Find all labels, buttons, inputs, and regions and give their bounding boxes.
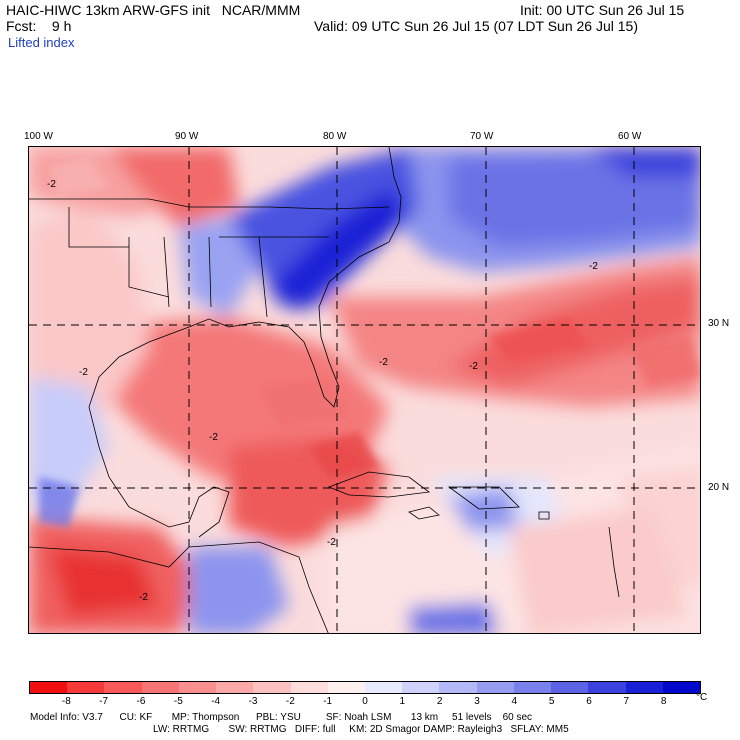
colorbar-segment bbox=[476, 682, 514, 693]
colorbar-segment bbox=[625, 682, 663, 693]
contour-label: -2 bbox=[47, 179, 56, 190]
colorbar-segment bbox=[588, 682, 626, 693]
lifted-index-map: -2 -2 -2 -2 -2 -2 -2 -2 bbox=[28, 146, 701, 634]
colorbar-segment bbox=[290, 682, 328, 693]
init-time: Init: 00 UTC Sun 26 Jul 15 bbox=[520, 2, 685, 18]
colorbar-unit: °C bbox=[696, 692, 708, 703]
colorbar-segment bbox=[67, 682, 105, 693]
map-title: HAIC-HIWC 13km ARW-GFS init NCAR/MMM bbox=[6, 2, 301, 18]
colorbar-tick-label: 8 bbox=[660, 696, 667, 707]
lon-label-80w: 80 W bbox=[323, 131, 347, 142]
colorbar-segment bbox=[253, 682, 291, 693]
colorbar-segment bbox=[551, 682, 589, 693]
lon-label-70w: 70 W bbox=[470, 131, 494, 142]
colorbar-tick-label: -8 bbox=[61, 696, 71, 707]
colorbar-tick-label: 2 bbox=[436, 696, 443, 707]
colorbar-tick-label: -3 bbox=[248, 696, 258, 707]
contour-labels: -2 -2 -2 -2 -2 -2 -2 -2 bbox=[47, 179, 598, 603]
colorbar-segment bbox=[216, 682, 254, 693]
colorbar-tick-label: -7 bbox=[99, 696, 109, 707]
graticule bbox=[29, 147, 700, 633]
contour-label: -2 bbox=[327, 537, 336, 548]
lon-label-100w: 100 W bbox=[24, 131, 53, 142]
colorbar-tick-label: 6 bbox=[586, 696, 592, 707]
colorbar-segment bbox=[364, 682, 403, 693]
colorbar-tick-label: 5 bbox=[548, 696, 555, 707]
contour-label: -2 bbox=[379, 357, 388, 368]
colorbar-segment bbox=[327, 682, 365, 693]
colorbar-tick-label: -5 bbox=[173, 696, 183, 707]
contour-label: -2 bbox=[209, 432, 218, 443]
valid-time: Valid: 09 UTC Sun 26 Jul 15 (07 LDT Sun … bbox=[314, 18, 638, 34]
lon-label-90w: 90 W bbox=[175, 131, 199, 142]
colorbar-segment bbox=[513, 682, 552, 693]
model-info-line2: LW: RRTMG SW: RRTMG DIFF: full KM: 2D Sm… bbox=[153, 724, 569, 735]
colorbar-tick-label: -6 bbox=[136, 696, 146, 707]
field-detail bbox=[39, 157, 700, 527]
colorbar-segment bbox=[141, 682, 179, 693]
contour-label: -2 bbox=[589, 261, 598, 272]
colorbar-segment bbox=[439, 682, 477, 693]
lat-label-30n: 30 N bbox=[708, 318, 730, 329]
colorbar-tick-label: 0 bbox=[362, 696, 368, 707]
lat-label-20n: 20 N bbox=[708, 482, 730, 493]
contour-label: -2 bbox=[79, 367, 88, 378]
colorbar-segment bbox=[402, 682, 440, 693]
colorbar bbox=[29, 681, 701, 694]
colorbar-tick-label: 3 bbox=[474, 696, 480, 707]
colorbar-segment bbox=[178, 682, 217, 693]
colorbar-tick-label: 1 bbox=[399, 696, 406, 707]
colorbar-tick-label: 4 bbox=[511, 696, 518, 707]
colorbar-tick-label: -2 bbox=[285, 696, 295, 707]
map-canvas: -2 -2 -2 -2 -2 -2 -2 -2 bbox=[29, 147, 700, 633]
forecast-hour: Fcst: 9 h bbox=[6, 18, 72, 34]
colorbar-tick-label: -4 bbox=[211, 696, 221, 707]
lon-label-60w: 60 W bbox=[618, 131, 642, 142]
contour-label: -2 bbox=[469, 361, 478, 372]
colorbar-segment bbox=[104, 682, 142, 693]
field-name: Lifted index bbox=[8, 35, 75, 50]
colorbar-tick-label: -1 bbox=[323, 696, 333, 707]
colorbar-segment bbox=[30, 682, 68, 693]
colorbar-tick-label: 7 bbox=[623, 696, 630, 707]
contour-label: -2 bbox=[139, 592, 148, 603]
model-info-line1: Model Info: V3.7 CU: KF MP: Thompson PBL… bbox=[30, 712, 533, 723]
colorbar-segment bbox=[662, 682, 700, 693]
